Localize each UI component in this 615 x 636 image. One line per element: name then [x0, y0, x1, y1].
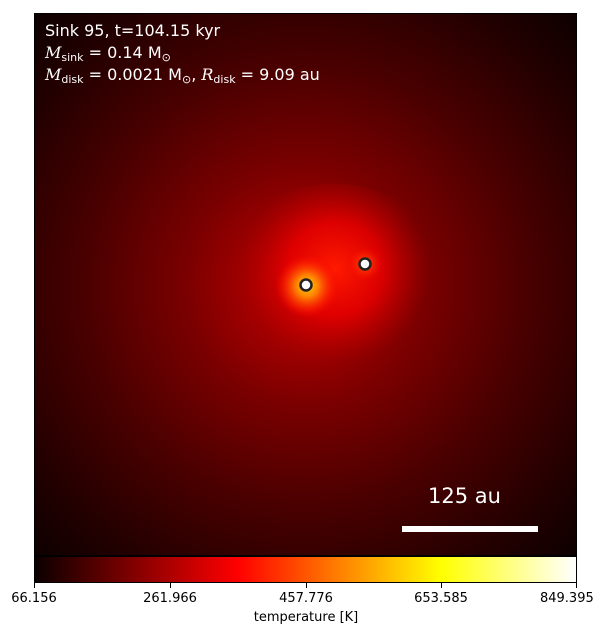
colorbar-tick-label: 261.966: [143, 591, 197, 606]
sink-marker-primary: [299, 278, 313, 292]
colorbar-tick: [170, 583, 171, 588]
colorbar-label: temperature [K]: [253, 610, 359, 625]
colorbar-tick: [306, 583, 307, 588]
sink-title: Sink 95, t=104.15 kyr: [45, 21, 221, 40]
colorbar-tick-label: 457.776: [279, 591, 333, 606]
colorbar-tick-label: 66.156: [11, 591, 57, 606]
sink-mass-label: Msink = 0.14 M⊙: [45, 43, 171, 64]
temperature-image: [35, 14, 576, 555]
colorbar: [34, 556, 577, 583]
temperature-map: Sink 95, t=104.15 kyr Msink = 0.14 M⊙ Md…: [34, 13, 577, 556]
scalebar-label: 125 au: [428, 484, 501, 508]
colorbar-tick-label: 849.395: [539, 591, 594, 606]
colorbar-tick: [441, 583, 442, 588]
colorbar-tick-label: 653.585: [414, 591, 468, 606]
colorbar-tick: [34, 583, 35, 588]
scalebar-line: [402, 526, 538, 532]
colorbar-tick: [576, 583, 577, 588]
sink-marker-secondary: [358, 257, 372, 271]
disk-properties-label: Mdisk = 0.0021 M⊙, Rdisk = 9.09 au: [45, 65, 320, 86]
